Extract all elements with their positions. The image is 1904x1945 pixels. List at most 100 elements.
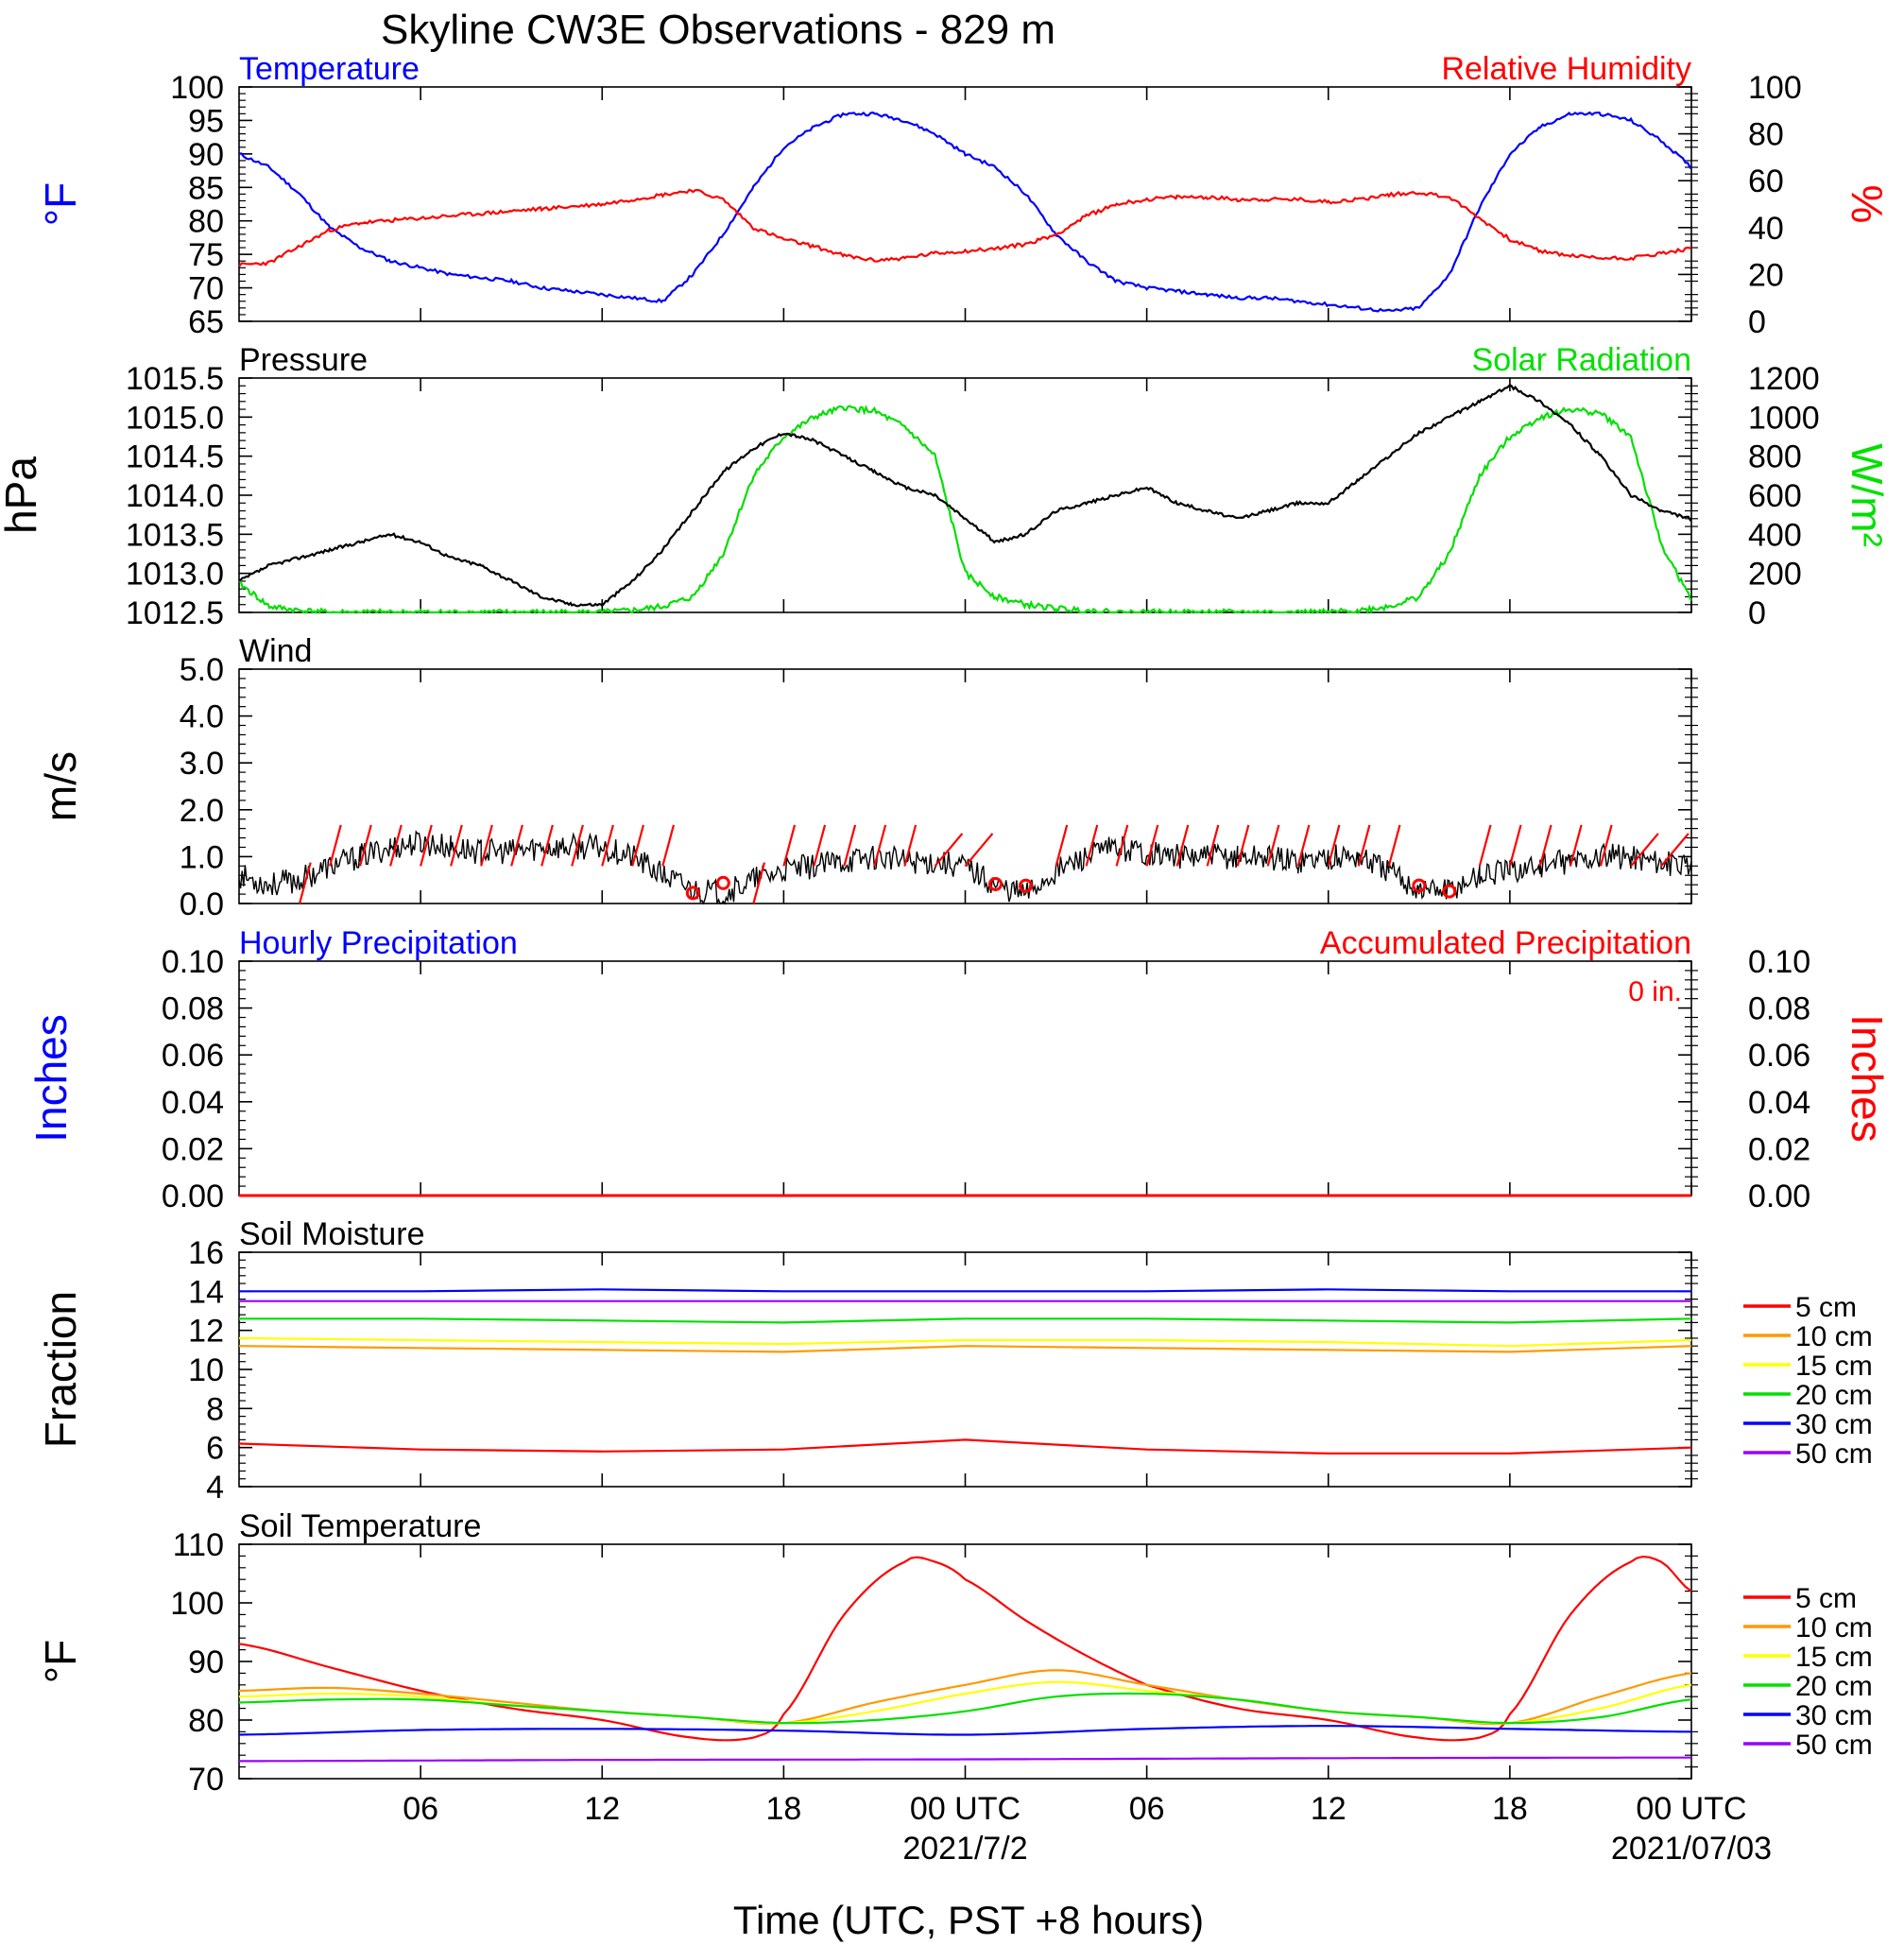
precip-y-tick-label-left: 0.00 (162, 1179, 224, 1214)
wind-barb (752, 862, 766, 904)
wind-y-tick-label-left: 4.0 (180, 699, 224, 735)
soil_moisture-unit-left: Fraction (36, 1291, 85, 1448)
wind-barb (1538, 824, 1552, 867)
soil-temperature-line (238, 1692, 1692, 1725)
x-tick-label: 12 (584, 1791, 620, 1827)
wind-barb (782, 824, 797, 867)
temp_rh-title-left: Temperature (239, 51, 420, 87)
pressure_solar-y-tick-label-left: 1012.5 (126, 595, 224, 631)
chart-title: Skyline CW3E Observations - 829 m (381, 7, 1055, 53)
x-tick-label: 18 (1492, 1791, 1528, 1827)
soil-temperature-line (239, 1756, 1691, 1763)
temp_rh-unit-left: °F (36, 182, 85, 227)
soil_moisture-y-tick-label-left: 6 (206, 1431, 224, 1467)
soil_temp-y-tick-label-left: 80 (188, 1703, 224, 1739)
soil-moisture-line (238, 1438, 1692, 1454)
temp_rh-y-tick-label-left: 85 (188, 170, 224, 206)
legend-label: 15 cm (1795, 1642, 1873, 1673)
pressure_solar-y-tick-label-left: 1014.0 (126, 478, 224, 514)
wind-barb (328, 824, 342, 867)
x-tick-label: 18 (765, 1791, 801, 1827)
precip-y-tick-label-right: 0.10 (1748, 944, 1810, 980)
x-tick-label: 00 UTC (1636, 1791, 1746, 1827)
calm-wind-marker (1412, 878, 1427, 893)
precip-y-tick-label-left: 0.04 (162, 1085, 224, 1121)
soil_moisture-y-tick-label-left: 8 (206, 1391, 224, 1427)
pressure_solar-title-right: Solar Radiation (1472, 342, 1691, 378)
solar-radiation-line (238, 404, 1692, 615)
legend-label: 10 cm (1795, 1321, 1873, 1352)
precip-title-left: Hourly Precipitation (239, 925, 518, 961)
wind-barb (1599, 824, 1613, 867)
temp_rh-y-tick-label-right: 20 (1748, 257, 1784, 293)
wind-barb (420, 824, 433, 867)
wind-barb (1296, 824, 1311, 867)
wind-barb (1266, 824, 1280, 867)
pressure_solar-y-tick-label-right: 800 (1748, 439, 1802, 475)
precip-y-tick-label-right: 0.00 (1748, 1179, 1810, 1214)
pressure_solar-y-tick-label-left: 1015.0 (126, 400, 224, 436)
temperature-line (238, 111, 1692, 313)
pressure_solar-y-tick-label-right: 1000 (1748, 400, 1820, 436)
soil_moisture-y-tick-label-left: 4 (206, 1470, 224, 1506)
wind-barb (631, 824, 644, 867)
temp_rh-y-tick-label-right: 100 (1748, 70, 1802, 106)
wind-y-tick-label-left: 2.0 (180, 793, 224, 829)
wind-barb (813, 824, 827, 867)
soil_temp-title-left: Soil Temperature (239, 1508, 481, 1544)
wind-barb (571, 824, 584, 867)
temp_rh-title-right: Relative Humidity (1441, 51, 1691, 87)
humidity-line (238, 188, 1692, 267)
soil_temp-unit-left: °F (36, 1640, 85, 1684)
wind-barb (1145, 824, 1159, 867)
wind-barb (843, 824, 857, 867)
soil-moisture-line (239, 1288, 1691, 1293)
temp_rh-unit-right: % (1843, 185, 1892, 224)
wind-barb (873, 824, 887, 867)
wind-barb (601, 824, 614, 867)
wind-barb (1055, 824, 1069, 867)
temp_rh-y-tick-label-left: 70 (188, 271, 224, 307)
pressure-line (238, 384, 1692, 608)
precip-y-tick-label-right: 0.06 (1748, 1038, 1810, 1074)
pressure_solar-y-tick-label-left: 1014.5 (126, 439, 224, 475)
calm-wind-marker (685, 886, 700, 901)
soil_temp-y-tick-label-left: 110 (173, 1527, 224, 1563)
precip-y-tick-label-left: 0.06 (162, 1038, 224, 1074)
pressure_solar-unit-left: hPa (0, 456, 45, 534)
temp_rh-y-tick-label-left: 75 (188, 237, 224, 273)
wind-barb (1327, 824, 1341, 867)
wind-barb (298, 862, 312, 904)
temp_rh-y-tick-label-right: 40 (1748, 211, 1784, 247)
pressure_solar-y-tick-label-right: 200 (1748, 557, 1802, 593)
x-tick-label: 00 UTC (910, 1791, 1021, 1827)
calm-wind-marker (988, 876, 1003, 891)
soil-temperature-line (238, 1725, 1692, 1736)
wind-barb (1236, 824, 1250, 867)
legend-label: 10 cm (1795, 1612, 1873, 1644)
precip-unit-left: Inches (26, 1014, 76, 1143)
calm-wind-marker (715, 875, 730, 890)
soil-moisture-line (238, 1336, 1692, 1348)
pressure_solar-y-tick-label-right: 600 (1748, 478, 1802, 514)
precip-y-tick-label-left: 0.10 (162, 944, 224, 980)
legend-label: 15 cm (1795, 1351, 1873, 1382)
wind-barb (1569, 824, 1583, 867)
wind-barb (1630, 833, 1659, 868)
precip-y-tick-label-left: 0.08 (162, 991, 224, 1027)
temp_rh-y-tick-label-left: 80 (188, 204, 224, 240)
wind-barb (1115, 824, 1129, 867)
pressure_solar-title-left: Pressure (239, 342, 368, 378)
wind-barb (1206, 824, 1220, 867)
wind-barb (1175, 824, 1190, 867)
legend-label: 5 cm (1795, 1583, 1857, 1614)
pressure_solar-y-tick-label-right: 1200 (1748, 361, 1820, 397)
accumulated-total-label: 0 in. (1628, 976, 1682, 1007)
pressure_solar-unit-right: W/m² (1843, 443, 1892, 547)
wind-barb (359, 824, 372, 867)
precip-unit-right: Inches (1843, 1014, 1892, 1143)
wind-barb (903, 824, 918, 867)
wind-barb (450, 824, 463, 867)
